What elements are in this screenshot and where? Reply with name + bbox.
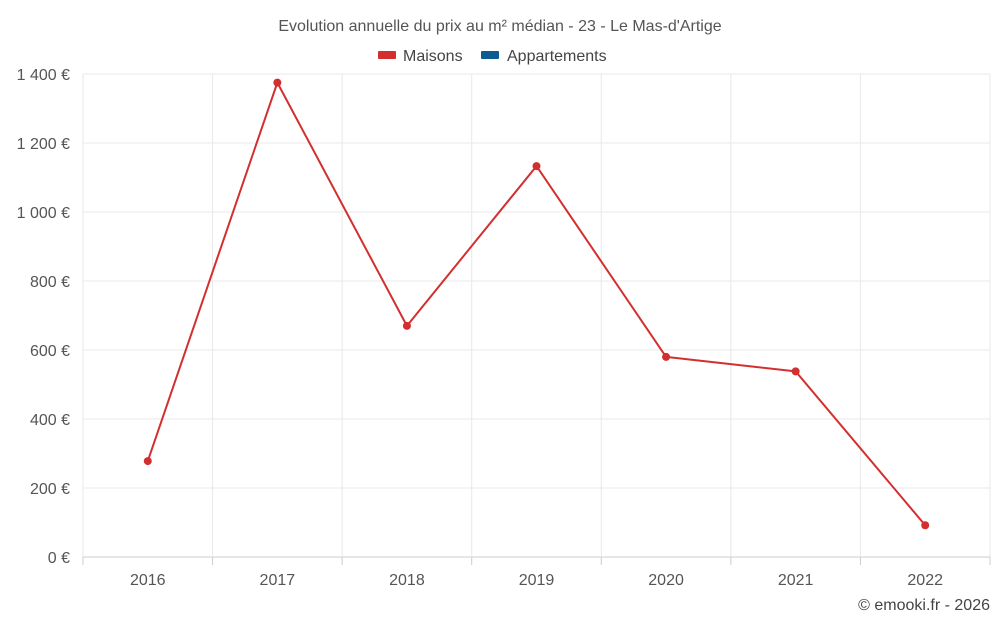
legend-item-maisons[interactable]: Maisons: [378, 48, 463, 65]
x-tick-label: 2017: [260, 572, 296, 589]
y-tick-label: 1 000 €: [17, 205, 70, 222]
y-tick-label: 800 €: [30, 274, 70, 291]
data-point[interactable]: [791, 367, 800, 376]
legend-label-maisons: Maisons: [403, 48, 463, 65]
chart-title: Evolution annuelle du prix au m² médian …: [278, 18, 721, 35]
grid: [82, 73, 991, 565]
data-point[interactable]: [402, 321, 411, 330]
y-tick-label: 0 €: [48, 550, 70, 567]
series-lines: [146, 81, 926, 526]
x-axis-ticks: 2016 2017 2018 2019 2020 2021 2022: [130, 572, 943, 589]
y-tick-label: 200 €: [30, 481, 70, 498]
legend-label-appartements: Appartements: [507, 48, 607, 65]
series-line-maisons: [146, 81, 926, 526]
y-axis-ticks: 0 € 200 € 400 € 600 € 800 € 1 000 € 1 200 € 1 4…: [17, 67, 70, 567]
x-tick-label: 2021: [778, 572, 814, 589]
y-tick-label: 1 400 €: [17, 67, 70, 84]
x-tick-label: 2019: [519, 572, 555, 589]
y-tick-label: 600 €: [30, 343, 70, 360]
data-point[interactable]: [273, 78, 282, 87]
data-points: [143, 78, 930, 530]
data-point[interactable]: [532, 162, 541, 171]
x-tick-label: 2020: [648, 572, 684, 589]
x-tick-label: 2018: [389, 572, 425, 589]
data-point[interactable]: [143, 457, 152, 466]
x-tick-label: 2022: [907, 572, 943, 589]
x-tick-label: 2016: [130, 572, 166, 589]
data-point[interactable]: [662, 352, 671, 361]
legend-swatch-appartements: [481, 51, 499, 59]
legend-swatch-maisons: [378, 51, 396, 59]
legend: Maisons Appartements: [378, 48, 607, 65]
y-tick-label: 400 €: [30, 412, 70, 429]
legend-item-appartements[interactable]: Appartements: [481, 48, 607, 65]
data-point[interactable]: [921, 521, 930, 530]
credit-text: © emooki.fr - 2026: [858, 597, 990, 614]
y-tick-label: 1 200 €: [17, 136, 70, 153]
